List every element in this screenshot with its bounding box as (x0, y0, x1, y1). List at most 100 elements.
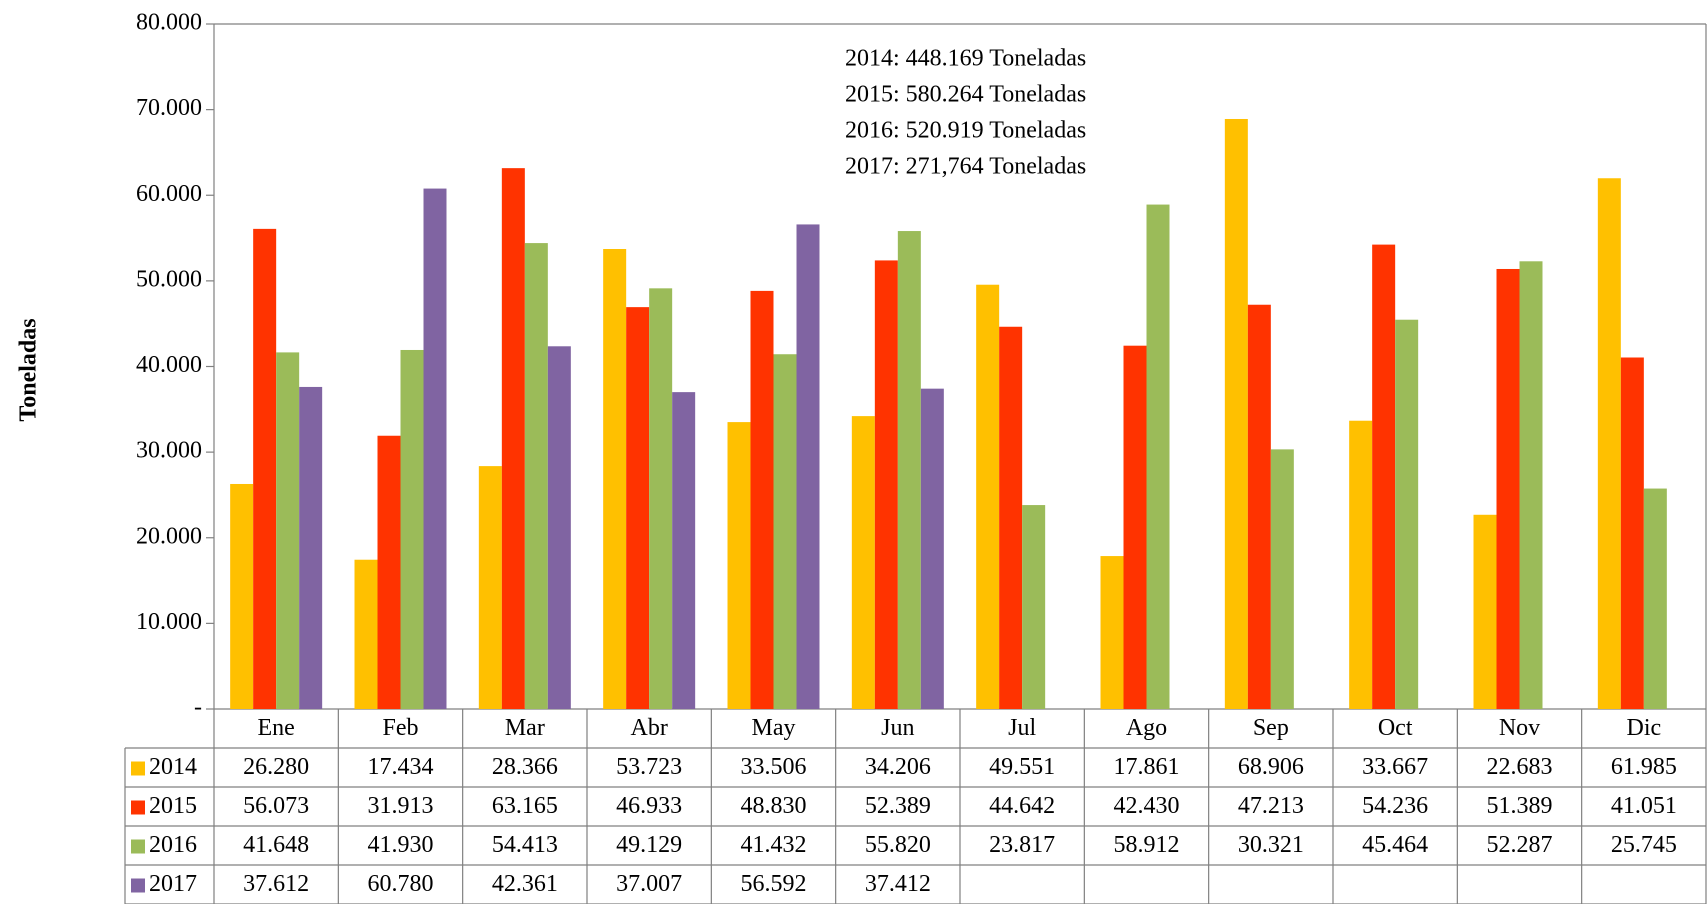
x-tick-label: Jun (881, 715, 914, 741)
bar (1597, 178, 1621, 710)
legend-label: 2017 (149, 871, 197, 897)
legend-label: 2014 (149, 754, 197, 780)
bar (400, 349, 424, 709)
table-value: 54.413 (492, 832, 558, 858)
y-tick-label: 10.000 (136, 609, 202, 635)
bar (897, 231, 921, 709)
table-value: 55.820 (865, 832, 931, 858)
table-value: 56.592 (741, 871, 807, 897)
legend-swatch (131, 839, 145, 854)
annotation: 2016: 520.919 Toneladas (845, 118, 1086, 144)
y-tick-label: 70.000 (136, 95, 202, 121)
table-value: 51.389 (1487, 793, 1553, 819)
legend-swatch (131, 878, 145, 893)
x-tick-label: Sep (1253, 715, 1289, 741)
table-value: 37.412 (865, 871, 931, 897)
bar (1372, 244, 1396, 709)
table-value: 44.642 (989, 793, 1055, 819)
table-value: 30.321 (1238, 832, 1304, 858)
y-tick-label: 30.000 (136, 438, 202, 464)
bar (672, 392, 696, 709)
table-value: 25.745 (1611, 832, 1677, 858)
bar (354, 559, 378, 709)
bar (276, 352, 300, 709)
legend-swatch (131, 800, 145, 815)
table-value: 17.861 (1114, 754, 1180, 780)
table-value: 46.933 (616, 793, 682, 819)
legend-label: 2016 (149, 832, 197, 858)
bar (1022, 505, 1046, 709)
bar (727, 422, 751, 709)
table-value: 41.930 (368, 832, 434, 858)
bar (1270, 449, 1294, 709)
bar (649, 288, 673, 709)
table-value: 58.912 (1114, 832, 1180, 858)
table-value: 26.280 (243, 754, 309, 780)
table-value: 60.780 (368, 871, 434, 897)
table-value: 37.007 (616, 871, 682, 897)
table-value: 23.817 (989, 832, 1055, 858)
table-value: 31.913 (368, 793, 434, 819)
table-value: 41.051 (1611, 793, 1677, 819)
y-tick-label: 60.000 (136, 181, 202, 207)
table-value: 37.612 (243, 871, 309, 897)
table-value: 33.667 (1362, 754, 1428, 780)
bar (547, 346, 571, 709)
y-tick-label: 40.000 (136, 352, 202, 378)
bar (1620, 357, 1644, 709)
x-tick-label: Jul (1008, 715, 1036, 741)
bar (230, 483, 254, 709)
annotation: 2015: 580.264 Toneladas (845, 82, 1086, 108)
bar (1643, 488, 1667, 709)
bar (524, 243, 548, 709)
table-value: 28.366 (492, 754, 558, 780)
bar (478, 466, 502, 709)
bar (1100, 556, 1124, 709)
x-tick-label: Ago (1126, 715, 1167, 741)
bar (874, 260, 898, 709)
bar (1123, 345, 1147, 709)
y-tick-label: 50.000 (136, 266, 202, 292)
bar (253, 228, 277, 709)
table-value: 52.389 (865, 793, 931, 819)
y-tick-label: 20.000 (136, 523, 202, 549)
bar (1224, 118, 1248, 710)
bar (626, 307, 650, 709)
bar (773, 354, 797, 709)
x-tick-label: Mar (505, 715, 545, 741)
table-value: 42.430 (1114, 793, 1180, 819)
y-axis-label: Toneladas (16, 318, 42, 421)
table-value: 63.165 (492, 793, 558, 819)
table-value: 34.206 (865, 754, 931, 780)
bar (423, 188, 447, 710)
bar (299, 386, 323, 709)
x-tick-label: Ene (258, 715, 295, 741)
y-tick-label: - (194, 695, 202, 721)
bar (1146, 204, 1170, 710)
x-tick-label: Nov (1499, 715, 1540, 741)
table-value: 42.361 (492, 871, 558, 897)
table-value: 33.506 (741, 754, 807, 780)
legend-label: 2015 (149, 793, 197, 819)
bar (1395, 319, 1419, 709)
table-value: 45.464 (1362, 832, 1428, 858)
bar (377, 435, 401, 709)
table-value: 17.434 (368, 754, 434, 780)
bar (920, 388, 944, 709)
x-tick-label: Dic (1627, 715, 1662, 741)
annotation: 2014: 448.169 Toneladas (845, 46, 1086, 72)
bar (1519, 261, 1543, 709)
table-value: 56.073 (243, 793, 309, 819)
bar (1496, 268, 1520, 709)
table-value: 41.432 (741, 832, 807, 858)
bar (501, 168, 525, 710)
table-value: 54.236 (1362, 793, 1428, 819)
table-value: 53.723 (616, 754, 682, 780)
table-value: 61.985 (1611, 754, 1677, 780)
bar (1349, 420, 1373, 709)
table-value: 49.129 (616, 832, 682, 858)
bar (603, 248, 627, 709)
bar (750, 290, 774, 709)
